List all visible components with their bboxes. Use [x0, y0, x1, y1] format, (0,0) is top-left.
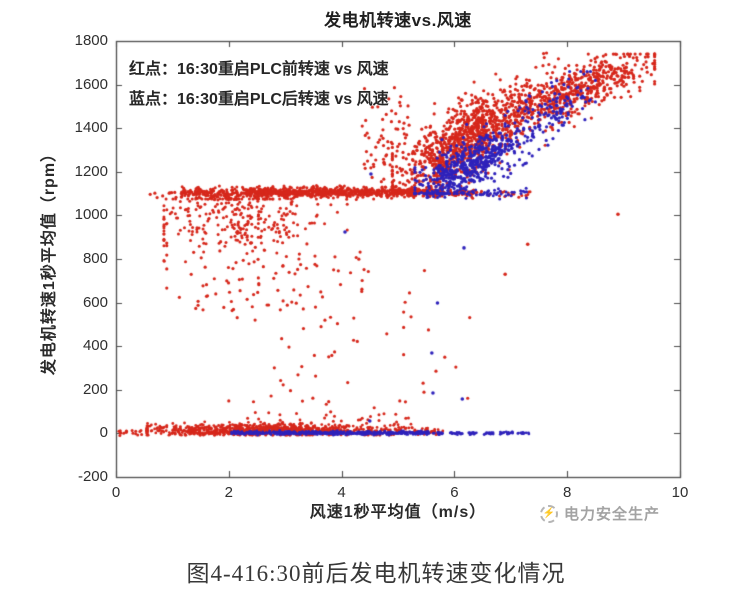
chart-title: 发电机转速vs.风速	[324, 11, 472, 30]
y-tick-label: 1000	[74, 206, 108, 224]
scatter-chart: 发电机转速vs.风速 红点：16:30重启PLC前转速 vs 风速 蓝点：16:…	[0, 0, 752, 540]
circle-logo-icon: ⚡	[540, 504, 558, 523]
watermark: ⚡ 电力安全生产	[540, 503, 660, 524]
figure-caption: 图4-416:30前后发电机转速变化情况	[186, 561, 566, 586]
x-axis-label: 风速1秒平均值（m/s）	[309, 504, 487, 521]
y-tick-label: 1600	[74, 75, 108, 93]
y-tick-label: 400	[82, 337, 108, 355]
y-tick-label: 600	[82, 293, 108, 311]
legend-line-blue: 蓝点：16:30重启PLC后转速 vs 风速	[129, 91, 389, 108]
x-tick-label: 10	[671, 484, 689, 501]
y-tick-label: 1400	[74, 119, 108, 137]
y-tick-label: 1800	[74, 32, 108, 49]
legend-line-red: 红点：16:30重启PLC前转速 vs 风速	[129, 61, 389, 78]
y-tick-label: 800	[82, 250, 108, 267]
x-tick-label: 4	[337, 484, 346, 501]
legend: 红点：16:30重启PLC前转速 vs 风速 蓝点：16:30重启PLC后转速 …	[129, 55, 389, 115]
scatter-plot-canvas	[0, 0, 752, 540]
y-tick-label: 0	[99, 424, 108, 442]
x-tick-label: 8	[563, 484, 572, 501]
watermark-text: 电力安全生产	[564, 506, 661, 523]
x-tick-label: 2	[224, 484, 233, 501]
y-axis-label: 发电机转速1秒平均值（rpm）	[41, 144, 58, 376]
y-tick-label: 200	[82, 380, 108, 398]
y-tick-label: -200	[77, 468, 108, 485]
x-tick-label: 0	[111, 484, 121, 501]
x-tick-label: 6	[450, 484, 459, 501]
y-tick-label: 1200	[74, 162, 108, 180]
